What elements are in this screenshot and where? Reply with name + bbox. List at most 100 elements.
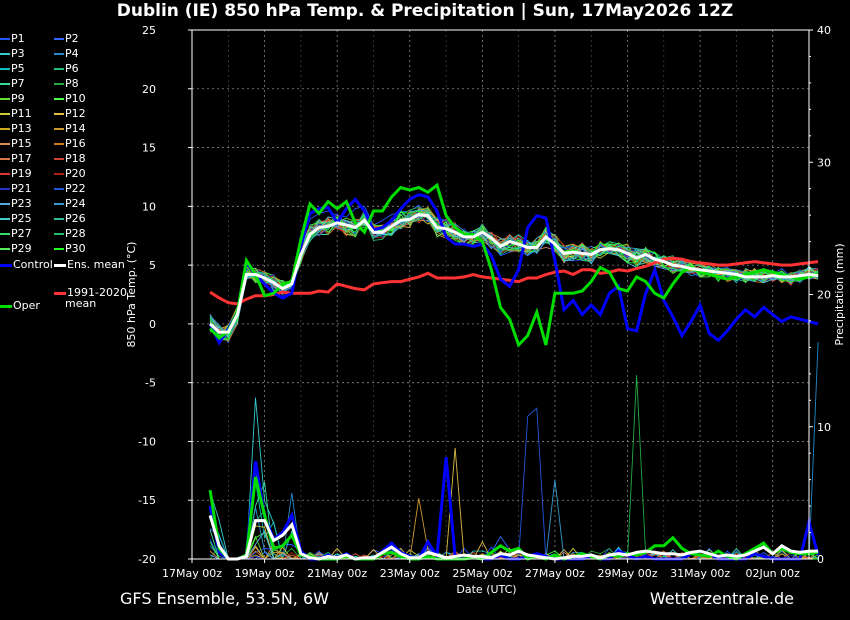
legend-item-p16: P16 (54, 138, 86, 150)
legend-item-p14: P14 (54, 123, 86, 135)
oper-temp-line (209, 182, 819, 348)
legend-label: P25 (11, 212, 32, 225)
legend-label: P19 (11, 167, 32, 180)
legend-label: P2 (65, 32, 79, 45)
temp-member-29 (209, 211, 819, 343)
y-tick-label: 0 (149, 318, 156, 331)
footer-model-info: GFS Ensemble, 53.5N, 6W (120, 589, 329, 608)
legend-item-climate-mean: 1991-2020 (54, 287, 127, 299)
legend-item-p26: P26 (54, 213, 86, 225)
legend-swatch (54, 263, 66, 267)
x-tick-label: 17May 00z (162, 567, 222, 580)
legend-label: Control (13, 258, 53, 271)
legend-item-p23: P23 (0, 198, 32, 210)
y2-tick-label: 20 (817, 289, 831, 302)
legend-item-p20: P20 (54, 168, 86, 180)
legend-item-oper: Oper (0, 300, 40, 312)
legend-label: P10 (65, 92, 86, 105)
legend-label: P27 (11, 227, 32, 240)
legend-label: P8 (65, 77, 79, 90)
legend-swatch (0, 143, 10, 145)
legend-item-p29: P29 (0, 243, 32, 255)
legend-swatch (54, 158, 64, 160)
x-tick-label: 25May 00z (452, 567, 512, 580)
legend-item-p30: P30 (54, 243, 86, 255)
legend-item-p19: P19 (0, 168, 32, 180)
legend-label: P26 (65, 212, 86, 225)
legend-label: P24 (65, 197, 86, 210)
x-tick-label: 19May 00z (235, 567, 295, 580)
legend-label: Oper (13, 299, 40, 312)
legend-label: P29 (11, 242, 32, 255)
legend-label: P21 (11, 182, 32, 195)
legend-label: P15 (11, 137, 32, 150)
legend-label: P3 (11, 47, 25, 60)
legend-item-p27: P27 (0, 228, 32, 240)
legend-swatch (0, 304, 12, 308)
legend-item-p24: P24 (54, 198, 86, 210)
y-tick-label: -5 (145, 377, 156, 390)
legend-item-ens-mean: Ens. mean (54, 259, 125, 271)
legend-label: P30 (65, 242, 86, 255)
legend-label: P7 (11, 77, 25, 90)
legend-label: Ens. mean (67, 258, 125, 271)
x-tick-label: 02Jun 00z (745, 567, 800, 580)
legend-label: P18 (65, 152, 86, 165)
x-tick-label: 21May 00z (307, 567, 367, 580)
legend-swatch (0, 248, 10, 250)
y-tick-label: -15 (138, 494, 156, 507)
legend-swatch (0, 173, 10, 175)
legend-item-p10: P10 (54, 93, 86, 105)
legend-item-p5: P5 (0, 63, 25, 75)
y-tick-label: 20 (142, 83, 156, 96)
legend-label: P14 (65, 122, 86, 135)
legend-swatch (0, 233, 10, 235)
legend-item-p11: P11 (0, 108, 32, 120)
legend-swatch (54, 233, 64, 235)
legend-swatch (54, 53, 64, 55)
legend-swatch (0, 113, 10, 115)
x-tick-label: 29May 00z (598, 567, 658, 580)
legend-label: P11 (11, 107, 32, 120)
legend-label: P17 (11, 152, 32, 165)
legend-item-p12: P12 (54, 108, 86, 120)
legend-swatch (54, 248, 64, 250)
precip-member-3 (209, 397, 819, 561)
legend-swatch (0, 38, 10, 40)
ens-mean-precip-line (208, 514, 819, 561)
legend-swatch (0, 203, 10, 205)
legend-swatch (0, 218, 10, 220)
control-temp-line (208, 193, 819, 346)
legend-item-p4: P4 (54, 48, 79, 60)
control-precip-line (208, 457, 820, 561)
legend-label: P22 (65, 182, 86, 195)
y2-tick-label: 30 (817, 156, 831, 169)
legend-label: P28 (65, 227, 86, 240)
precip-members (209, 342, 819, 561)
legend-item-p18: P18 (54, 153, 86, 165)
legend-item-p7: P7 (0, 78, 25, 90)
legend-swatch (54, 173, 64, 175)
legend-swatch (0, 263, 12, 267)
legend-swatch (54, 203, 64, 205)
x-tick-label: 23May 00z (380, 567, 440, 580)
legend-item-p21: P21 (0, 183, 32, 195)
legend-label: P16 (65, 137, 86, 150)
y-tick-label: 10 (142, 200, 156, 213)
legend-item-p28: P28 (54, 228, 86, 240)
legend-item-p15: P15 (0, 138, 32, 150)
legend-swatch (54, 68, 64, 70)
legend-swatch (54, 188, 64, 190)
legend-label: P12 (65, 107, 86, 120)
legend-item-p2: P2 (54, 33, 79, 45)
x-tick-label: 27May 00z (525, 567, 585, 580)
y-tick-label: 25 (142, 24, 156, 37)
precip-member-12 (210, 447, 819, 560)
x-axis-label: Date (UTC) (456, 583, 516, 596)
legend-item-p22: P22 (54, 183, 86, 195)
temp-member-17 (209, 210, 819, 333)
legend-label: P1 (11, 32, 25, 45)
legend-item-p17: P17 (0, 153, 32, 165)
legend-label-clim-mean: mean (65, 297, 97, 310)
